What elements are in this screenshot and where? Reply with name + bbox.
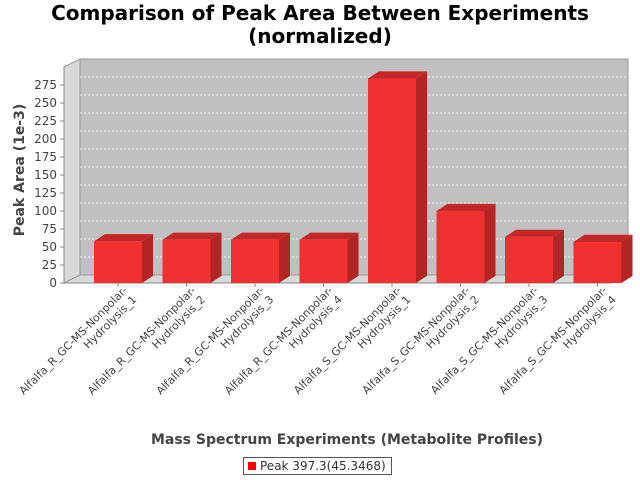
bar-top (299, 232, 359, 240)
y-tick-label: 200 (34, 132, 57, 146)
y-tick-label: 250 (34, 96, 57, 110)
x-tick-label-line: Alfalfa_R_GC-MS-Nonpolar- (17, 284, 130, 397)
x-axis-label: Mass Spectrum Experiments (Metabolite Pr… (150, 432, 544, 448)
chart-title: Comparison of Peak Area Between Experime… (0, 2, 640, 48)
x-tick-label-line: Alfalfa_R_GC-MS-Nonpolar- (154, 284, 267, 397)
y-tick-label: 0 (49, 276, 57, 290)
y-tick-label: 50 (42, 240, 57, 254)
bar-top (573, 234, 633, 242)
bar-side (210, 232, 222, 283)
y-tick-label: 100 (34, 204, 57, 218)
x-tick-label-line: Alfalfa_R_GC-MS-Nonpolar- (222, 284, 335, 397)
legend-swatch (248, 462, 256, 470)
y-tick-label: 75 (42, 222, 57, 236)
bar-top (162, 232, 222, 240)
chart-title-line2: (normalized) (248, 24, 392, 48)
bar-top (94, 234, 153, 242)
chart-title-line1: Comparison of Peak Area Between Experime… (51, 1, 589, 25)
y-tick-label: 175 (34, 150, 57, 164)
bar-side (484, 203, 496, 283)
legend: Peak 397.3(45.3468) (243, 457, 392, 475)
bar (299, 239, 348, 283)
bar-side (553, 229, 564, 283)
bar-side (621, 234, 633, 283)
y-tick-label: 150 (34, 168, 57, 182)
bar (573, 241, 622, 283)
bar-top (368, 71, 427, 79)
bar (94, 241, 142, 283)
y-tick-label: 225 (34, 114, 57, 128)
bar (231, 239, 279, 283)
bar (368, 78, 416, 284)
bar-side (279, 232, 290, 283)
y-axis-label: Peak Area (1e-3) (12, 103, 28, 237)
bar-side (416, 71, 427, 284)
legend-label: Peak 397.3(45.3468) (260, 459, 386, 473)
bar-side (347, 232, 359, 283)
x-tick-label-line: Alfalfa_R_GC-MS-Nonpolar- (85, 284, 198, 397)
bar (505, 236, 553, 283)
x-tick-label: Alfalfa_R_GC-MS-Nonpolar-Hydrolysis_1 (17, 284, 140, 407)
bar-top (505, 229, 564, 237)
bar (436, 211, 485, 283)
y-tick-label: 25 (42, 258, 57, 272)
y-tick-label: 275 (34, 78, 57, 92)
y-tick-label: 125 (34, 186, 57, 200)
bar-side (142, 234, 153, 283)
bar (162, 239, 211, 283)
bar-top (231, 232, 290, 240)
bar-top (436, 203, 496, 211)
left-wall (63, 58, 81, 284)
